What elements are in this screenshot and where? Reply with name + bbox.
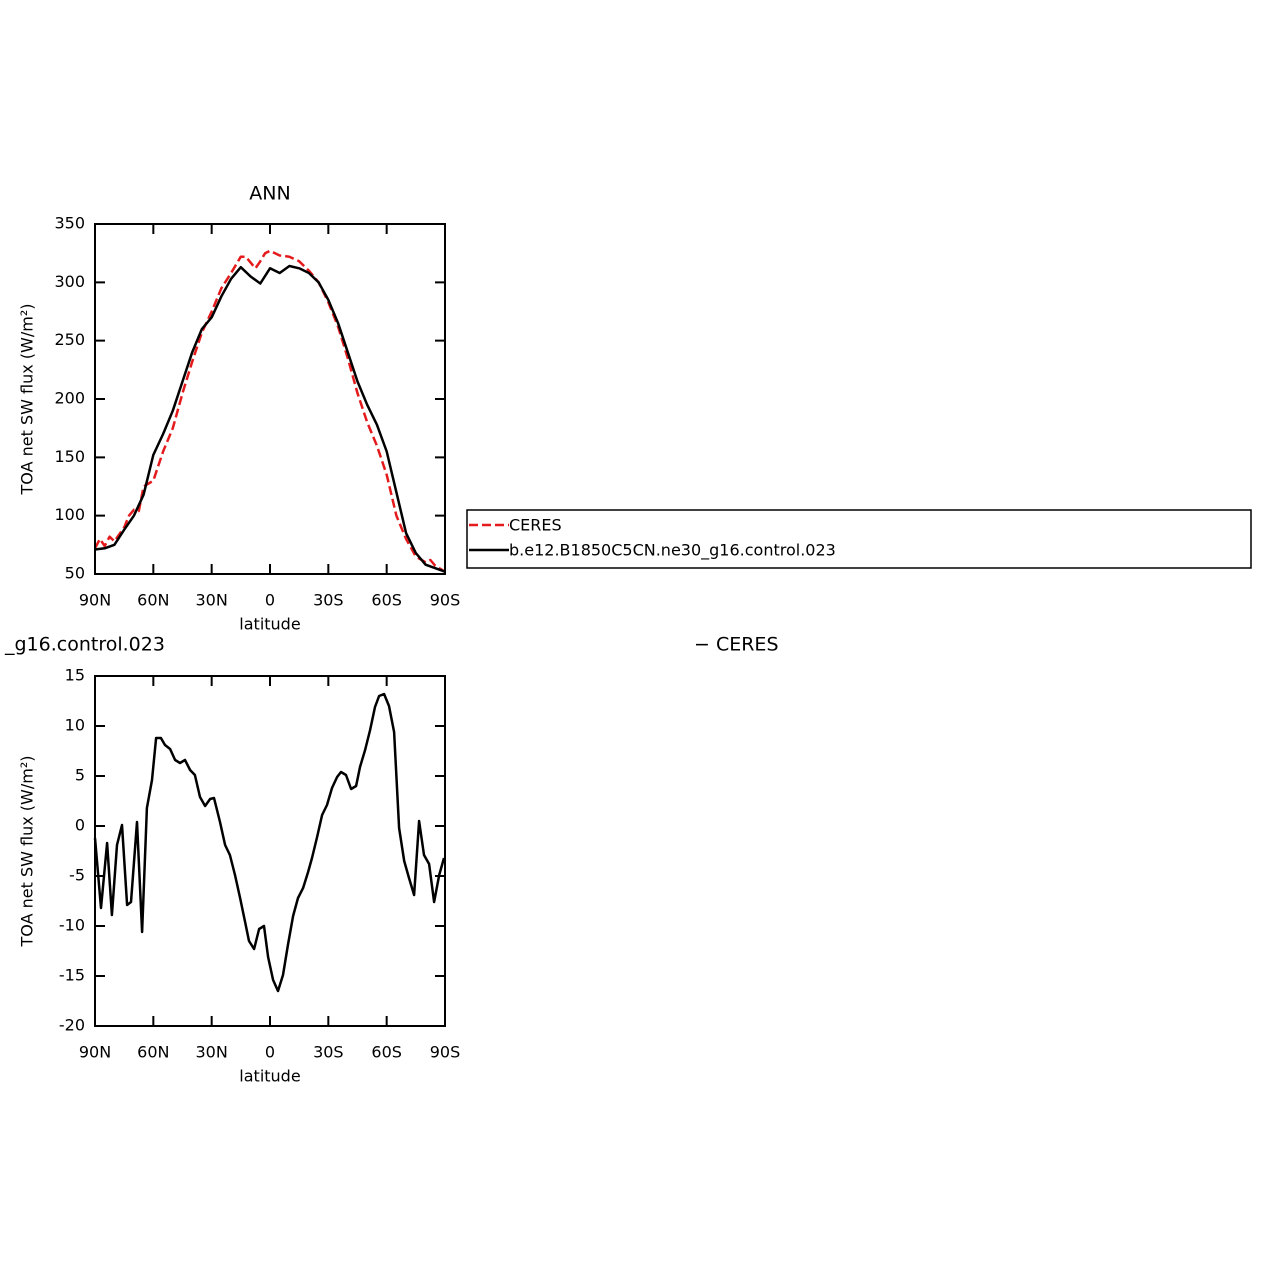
x-axis-label: latitude xyxy=(239,615,300,634)
y-tick-label: 50 xyxy=(65,564,85,583)
y-axis-label: TOA net SW flux (W/m²) xyxy=(18,756,37,948)
y-tick-label: -5 xyxy=(69,866,85,885)
y-tick-label: 300 xyxy=(54,272,85,291)
legend-box xyxy=(466,509,1252,569)
legend-label: CERES xyxy=(509,516,562,535)
x-tick-label: 90N xyxy=(79,591,111,610)
x-tick-label: 60S xyxy=(371,591,402,610)
data-line xyxy=(93,249,446,573)
x-tick-label: 90N xyxy=(79,1043,111,1062)
y-axis-label: TOA net SW flux (W/m²) xyxy=(18,304,37,496)
x-tick-label: 30S xyxy=(313,1043,344,1062)
y-tick-label: 10 xyxy=(65,716,85,735)
x-tick-label: 90S xyxy=(430,1043,461,1062)
y-tick-label: -20 xyxy=(59,1016,85,1035)
y-tick-label: 15 xyxy=(65,666,85,685)
y-tick-label: 100 xyxy=(54,505,85,524)
chart-title-part: _g16.control.023 xyxy=(4,634,165,656)
legend-label: b.e12.B1850C5CN.ne30_g16.control.023 xyxy=(509,541,836,561)
data-line xyxy=(93,692,446,993)
y-tick-label: -10 xyxy=(59,916,85,935)
x-tick-label: 60N xyxy=(137,591,169,610)
x-axis-label: latitude xyxy=(239,1067,300,1086)
chart-title-part: − CERES xyxy=(694,634,779,656)
chart-title: ANN xyxy=(249,183,290,205)
y-tick-label: 150 xyxy=(54,447,85,466)
x-tick-label: 60N xyxy=(137,1043,169,1062)
x-tick-label: 60S xyxy=(371,1043,402,1062)
y-tick-label: -15 xyxy=(59,966,85,985)
x-tick-label: 30N xyxy=(196,1043,228,1062)
data-line xyxy=(94,264,446,573)
y-tick-label: 5 xyxy=(75,766,85,785)
x-tick-label: 30N xyxy=(196,591,228,610)
x-tick-label: 0 xyxy=(265,1043,275,1062)
y-tick-label: 200 xyxy=(54,389,85,408)
plot-frame xyxy=(94,675,446,1027)
y-tick-label: 350 xyxy=(54,214,85,233)
y-tick-label: 0 xyxy=(75,816,85,835)
x-tick-label: 90S xyxy=(430,591,461,610)
x-tick-label: 30S xyxy=(313,591,344,610)
x-tick-label: 0 xyxy=(265,591,275,610)
plot-frame xyxy=(94,223,446,575)
y-tick-label: 250 xyxy=(54,330,85,349)
